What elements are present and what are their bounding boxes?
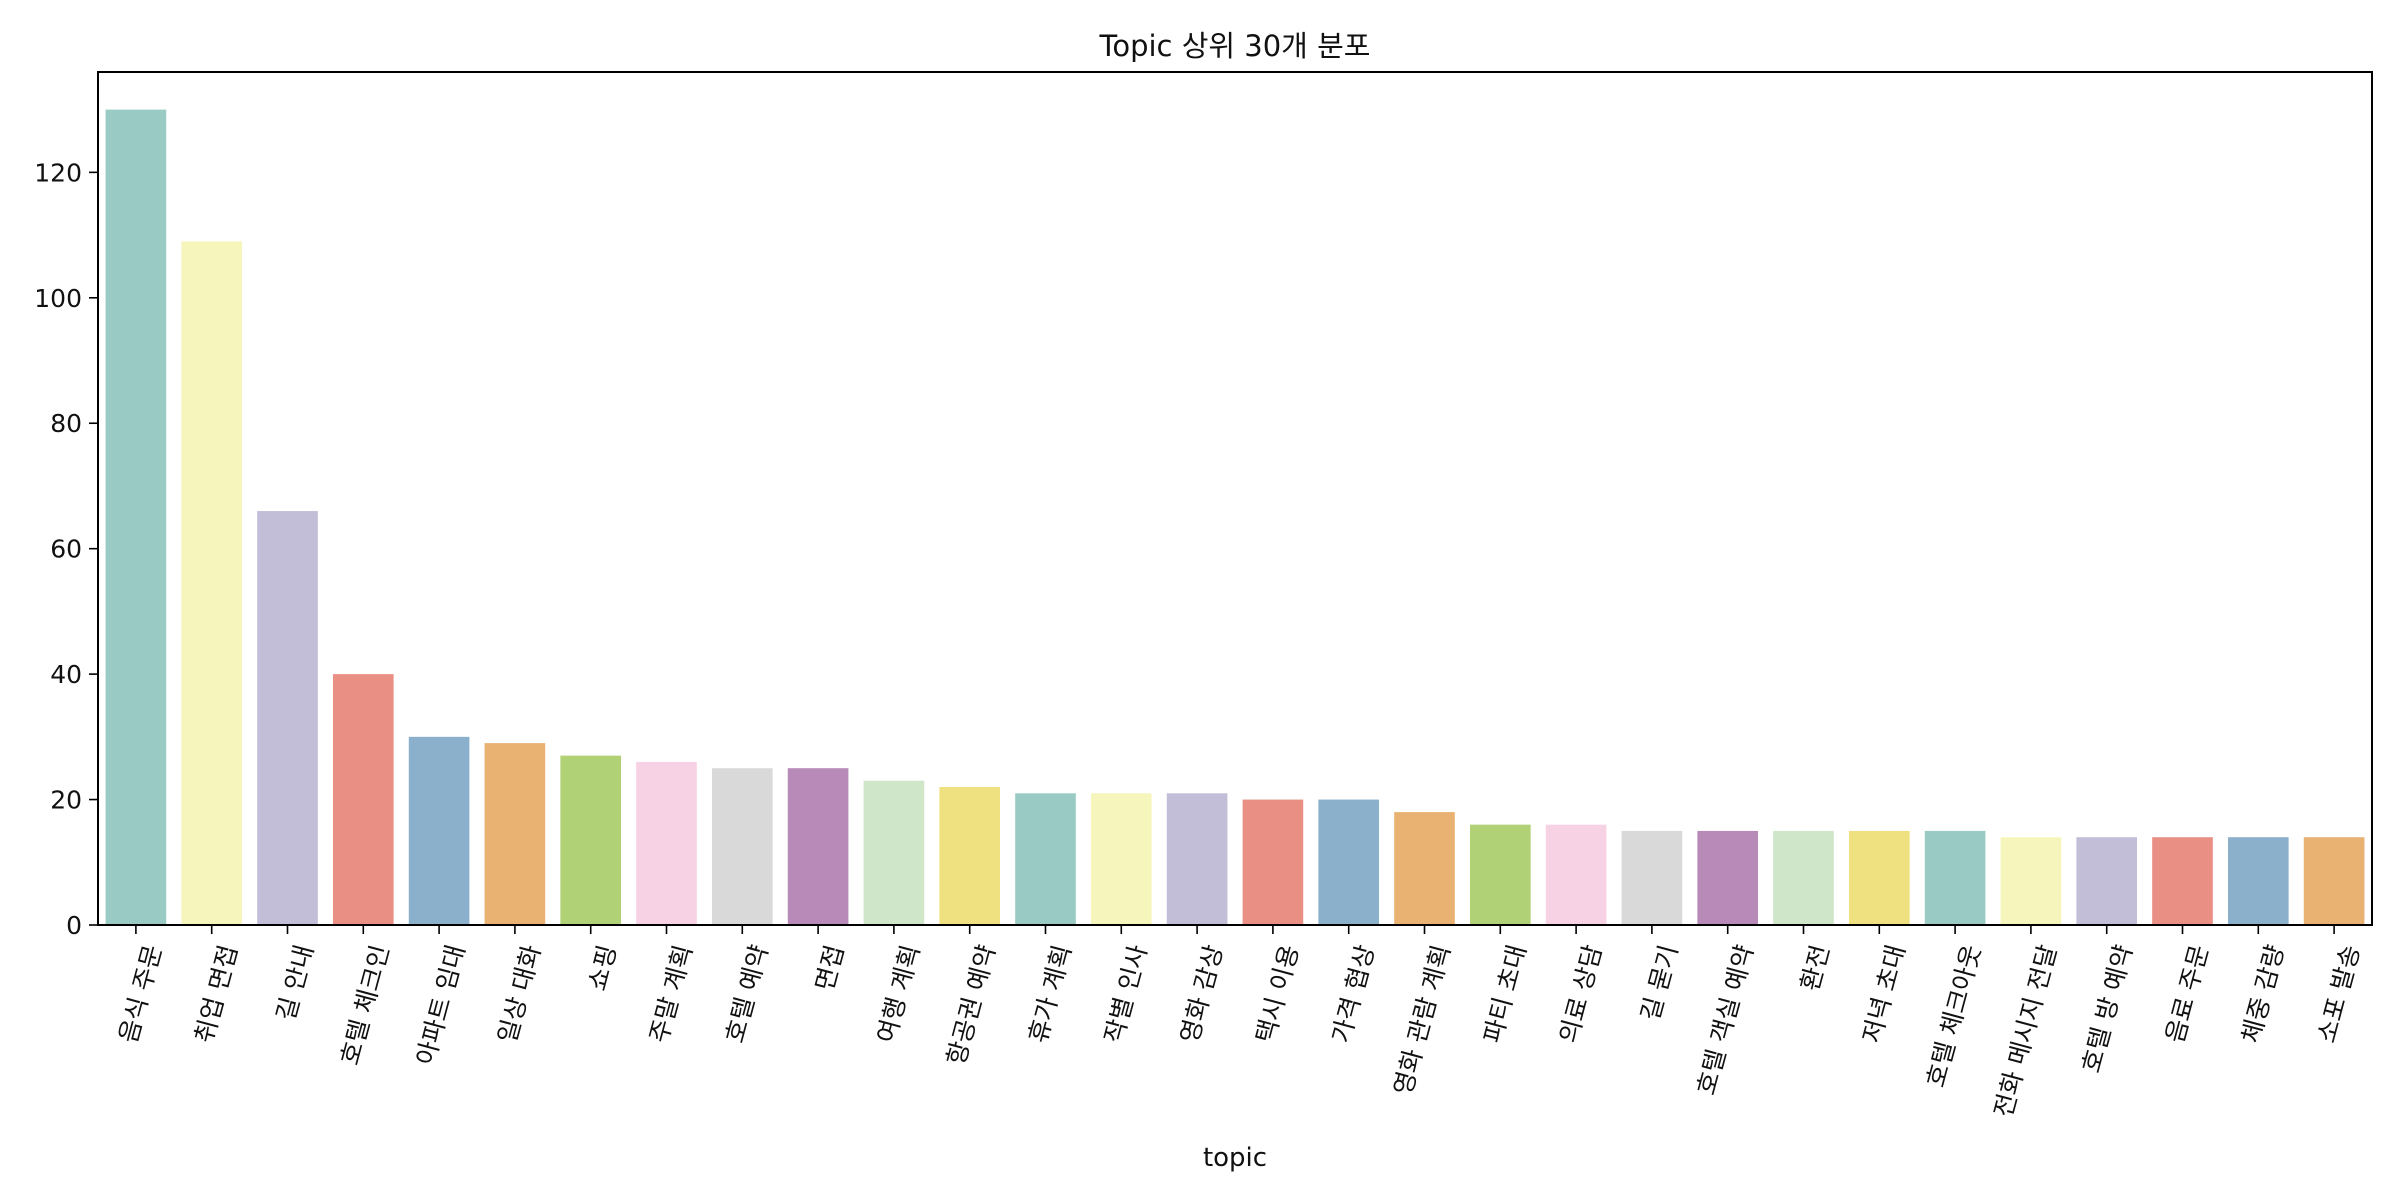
x-tick-label-11: 여행 계획 (872, 942, 926, 1046)
bar-6 (484, 743, 546, 925)
bar-30 (2303, 837, 2365, 925)
bar-15 (1166, 793, 1228, 925)
y-axis: 0 20 40 60 80 100 120 (34, 158, 98, 940)
plot-frame (97, 71, 2373, 926)
bar-12 (939, 787, 1001, 925)
x-tick-label-28: 음료 주문 (2160, 942, 2214, 1046)
y-tick-label-7: 120 (34, 158, 82, 187)
bar-29 (2227, 837, 2289, 925)
x-tick-label-26: 전화 메시지 전달 (1989, 942, 2063, 1120)
bar-11 (863, 780, 925, 925)
bar-5 (408, 736, 470, 925)
x-tick-label-16: 택시 이용 (1251, 942, 1305, 1046)
y-tick-label-5: 80 (50, 409, 82, 438)
x-tick-label-25: 호텔 체크아웃 (1921, 942, 1987, 1090)
x-tick-label-18: 영화 관람 계획 (1388, 942, 1456, 1098)
bar-4 (332, 674, 394, 925)
bar-19 (1469, 824, 1531, 925)
x-tick-label-7: 쇼핑 (582, 942, 622, 994)
x-axis-title: topic (1203, 1143, 1267, 1173)
x-tick-label-23: 환전 (1795, 942, 1835, 994)
x-tick-label-12: 항공권 예약 (941, 942, 1001, 1068)
bar-26 (2000, 837, 2062, 925)
bar-14 (1090, 793, 1152, 925)
x-tick-label-22: 호텔 객실 예약 (1691, 942, 1759, 1098)
y-tick-label-6: 100 (34, 284, 82, 313)
x-tick-label-27: 호텔 방 예약 (2076, 942, 2138, 1076)
x-tick-label-24: 저녁 초대 (1857, 942, 1911, 1046)
bar-13 (1015, 793, 1076, 925)
y-tick-label-1: 0 (66, 911, 82, 940)
x-tick-label-4: 호텔 체크인 (335, 942, 395, 1068)
bar-9 (711, 768, 773, 925)
x-axis: 음식 주문 취업 면접 길 안내 호텔 체크인 아파트 임대 일상 대화 쇼핑 주말 계획 호텔… (114, 925, 2366, 1120)
x-tick-label-5: 아파트 임대 (411, 942, 471, 1068)
x-tick-label-8: 주말 계획 (644, 942, 698, 1046)
bar-17 (1318, 799, 1380, 925)
bar-20 (1545, 824, 1607, 925)
bar-3 (257, 511, 318, 925)
bar-23 (1773, 830, 1834, 925)
x-tick-label-3: 길 안내 (271, 942, 319, 1024)
bar-21 (1621, 830, 1683, 925)
x-tick-label-14: 작별 인사 (1099, 942, 1153, 1046)
x-tick-label-2: 취업 면접 (189, 942, 243, 1046)
bar-10 (787, 768, 849, 925)
x-tick-label-30: 소포 발송 (2312, 942, 2366, 1046)
bar-2 (181, 241, 243, 926)
bar-7 (560, 755, 622, 925)
y-tick-label-4: 60 (50, 535, 82, 564)
bar-24 (1848, 830, 1910, 925)
y-tick-label-3: 40 (50, 660, 82, 689)
x-tick-label-29: 체중 감량 (2236, 942, 2290, 1046)
x-tick-label-15: 영화 감상 (1175, 942, 1229, 1046)
bar-28 (2152, 837, 2213, 925)
chart-title: Topic 상위 30개 분포 (1099, 29, 1371, 63)
x-tick-label-1: 음식 주문 (114, 942, 168, 1046)
x-tick-label-6: 일상 대화 (493, 942, 547, 1046)
x-tick-label-20: 의료 상담 (1554, 942, 1608, 1046)
bar-22 (1697, 830, 1759, 925)
x-tick-label-21: 길 묻기 (1636, 942, 1684, 1024)
bar-8 (636, 761, 697, 925)
x-tick-label-19: 파티 초대 (1478, 942, 1532, 1046)
bar-1 (105, 109, 167, 925)
bars-group (105, 109, 2365, 926)
bar-18 (1394, 812, 1455, 925)
x-tick-label-13: 휴가 계획 (1023, 942, 1077, 1046)
x-tick-label-17: 가격 협상 (1326, 942, 1380, 1046)
bar-16 (1242, 799, 1304, 925)
x-tick-label-10: 면접 (810, 942, 850, 994)
x-tick-label-9: 호텔 예약 (720, 942, 774, 1046)
bar-27 (2076, 837, 2138, 925)
bar-25 (1924, 830, 1986, 925)
y-tick-label-2: 20 (50, 786, 82, 815)
